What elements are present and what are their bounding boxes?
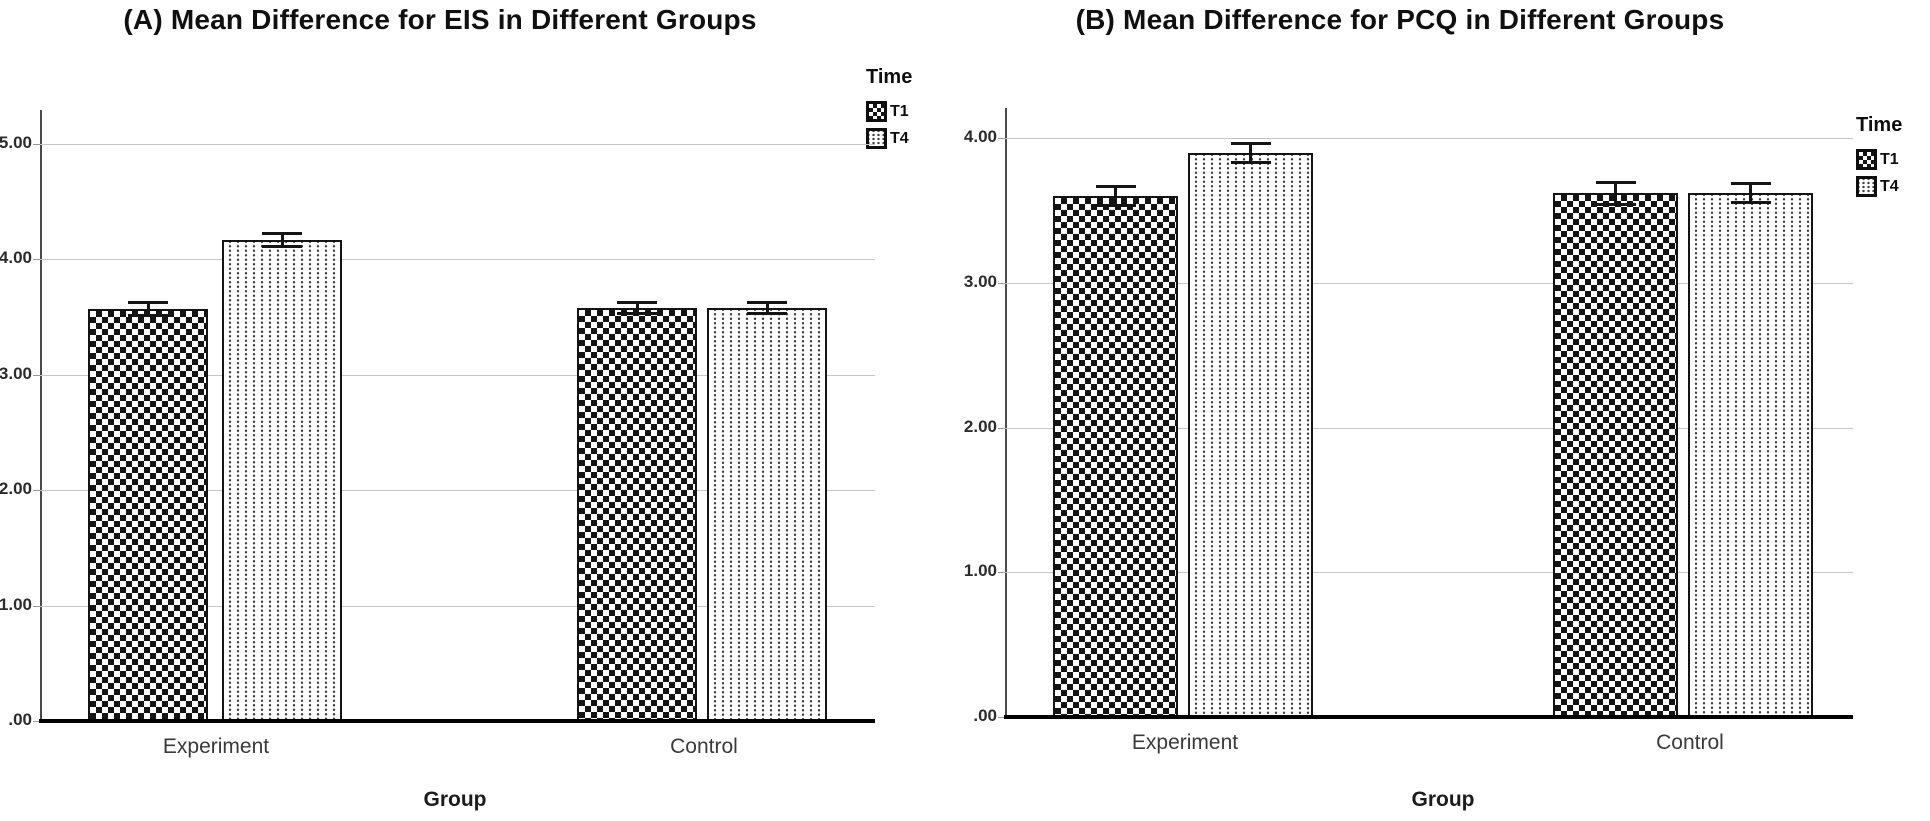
chart-a-title: (A) Mean Difference for EIS in Different… bbox=[123, 4, 757, 35]
y-tick-label: 2.00 bbox=[963, 416, 997, 436]
legend-label: T4 bbox=[1880, 177, 1899, 195]
legend-label: T4 bbox=[890, 129, 909, 147]
checker-pattern-swatch bbox=[1856, 149, 1877, 170]
error-bar-cap-top bbox=[747, 301, 787, 305]
error-bar-cap-bottom bbox=[1230, 160, 1271, 164]
category-label-experiment: Experiment bbox=[162, 735, 270, 758]
chart-b-title: (B) Mean Difference for PCQ in Different… bbox=[1075, 4, 1725, 35]
y-tick-mark bbox=[998, 427, 1005, 429]
dots-pattern-swatch bbox=[1856, 176, 1877, 197]
error-bar-cap-top bbox=[1730, 182, 1771, 186]
y-tick-mark bbox=[33, 490, 40, 492]
error-bar-cap-top bbox=[1230, 141, 1271, 145]
bar-t1-control bbox=[577, 307, 697, 721]
legend-title: Time bbox=[1856, 114, 1903, 136]
gridline bbox=[40, 490, 875, 492]
error-bar-stem bbox=[1749, 183, 1752, 204]
legend-label: T1 bbox=[1880, 150, 1899, 168]
legend-item-t4: T4 bbox=[1856, 173, 1902, 200]
chart-b-x-axis-title: Group bbox=[1411, 788, 1475, 811]
y-tick-label: .00 bbox=[8, 710, 32, 729]
error-bar-cap-top bbox=[617, 301, 657, 305]
y-tick-label: 3.00 bbox=[0, 363, 32, 383]
chart-b-legend: Time T1 T4 bbox=[1856, 114, 1902, 200]
bar-t4-experiment bbox=[1188, 152, 1313, 717]
category-label-control: Control bbox=[1656, 731, 1724, 754]
y-tick-label: 4.00 bbox=[0, 248, 32, 268]
gridline bbox=[40, 259, 875, 261]
error-bar-cap-bottom bbox=[1595, 202, 1636, 206]
gridline bbox=[1005, 572, 1853, 574]
y-tick-mark bbox=[33, 144, 40, 145]
category-label-control: Control bbox=[670, 735, 738, 758]
error-bar-stem bbox=[280, 232, 284, 247]
y-axis-line bbox=[40, 110, 42, 721]
gridline bbox=[40, 144, 875, 145]
y-tick-label: 1.00 bbox=[963, 561, 997, 581]
gridline bbox=[1005, 427, 1853, 429]
x-axis-baseline bbox=[1004, 715, 1853, 719]
error-bar-stem bbox=[146, 302, 150, 316]
gridline bbox=[40, 605, 875, 607]
bar-t1-experiment bbox=[88, 309, 208, 721]
category-label-experiment: Experiment bbox=[1131, 731, 1239, 754]
legend-item-t1: T1 bbox=[1856, 146, 1902, 173]
y-tick-mark bbox=[33, 374, 40, 376]
dots-pattern-swatch bbox=[866, 128, 887, 149]
y-tick-label: 5.00 bbox=[0, 133, 32, 152]
gridline bbox=[40, 374, 875, 376]
y-tick-mark bbox=[33, 721, 40, 722]
error-bar-cap-top bbox=[262, 231, 302, 235]
error-bar-cap-top bbox=[1095, 184, 1136, 188]
legend-item-t4: T4 bbox=[866, 125, 912, 152]
y-tick-label: 1.00 bbox=[0, 594, 32, 614]
chart-a-legend: Time T1 T4 bbox=[866, 66, 912, 152]
error-bar-cap-top bbox=[128, 301, 168, 305]
y-tick-mark bbox=[33, 259, 40, 261]
error-bar-cap-bottom bbox=[1095, 204, 1136, 208]
y-tick-mark bbox=[998, 572, 1005, 574]
y-tick-label: 2.00 bbox=[0, 479, 32, 499]
legend-item-t1: T1 bbox=[866, 98, 912, 125]
error-bar-stem bbox=[1114, 185, 1117, 207]
y-tick-label: 3.00 bbox=[963, 271, 997, 291]
bar-t1-experiment bbox=[1053, 196, 1178, 717]
legend-title: Time bbox=[866, 66, 913, 88]
gridline bbox=[1005, 282, 1853, 284]
error-bar-stem bbox=[1614, 181, 1617, 205]
y-tick-mark bbox=[998, 138, 1005, 140]
error-bar-cap-bottom bbox=[617, 311, 657, 315]
checker-pattern-swatch bbox=[866, 101, 887, 122]
y-tick-mark bbox=[33, 605, 40, 607]
error-bar-cap-bottom bbox=[1730, 201, 1771, 205]
error-bar-stem bbox=[765, 302, 769, 314]
bar-t1-control bbox=[1553, 193, 1678, 717]
y-axis-line bbox=[1005, 108, 1007, 717]
gridline bbox=[1005, 138, 1853, 140]
bar-t4-control bbox=[707, 307, 827, 721]
legend-label: T1 bbox=[890, 102, 909, 120]
error-bar-cap-bottom bbox=[262, 244, 302, 248]
error-bar-stem bbox=[1249, 142, 1252, 163]
error-bar-stem bbox=[635, 302, 639, 314]
bar-t4-control bbox=[1688, 193, 1813, 717]
chart-a-x-axis-title: Group bbox=[423, 788, 487, 811]
x-axis-baseline bbox=[39, 719, 875, 723]
error-bar-cap-top bbox=[1595, 180, 1636, 184]
y-tick-mark bbox=[998, 282, 1005, 284]
y-tick-label: .00 bbox=[973, 706, 997, 725]
error-bar-cap-bottom bbox=[128, 313, 168, 317]
error-bar-cap-bottom bbox=[747, 311, 787, 315]
bar-t4-experiment bbox=[222, 239, 342, 721]
y-tick-mark bbox=[998, 717, 1005, 718]
y-tick-label: 4.00 bbox=[963, 127, 997, 147]
